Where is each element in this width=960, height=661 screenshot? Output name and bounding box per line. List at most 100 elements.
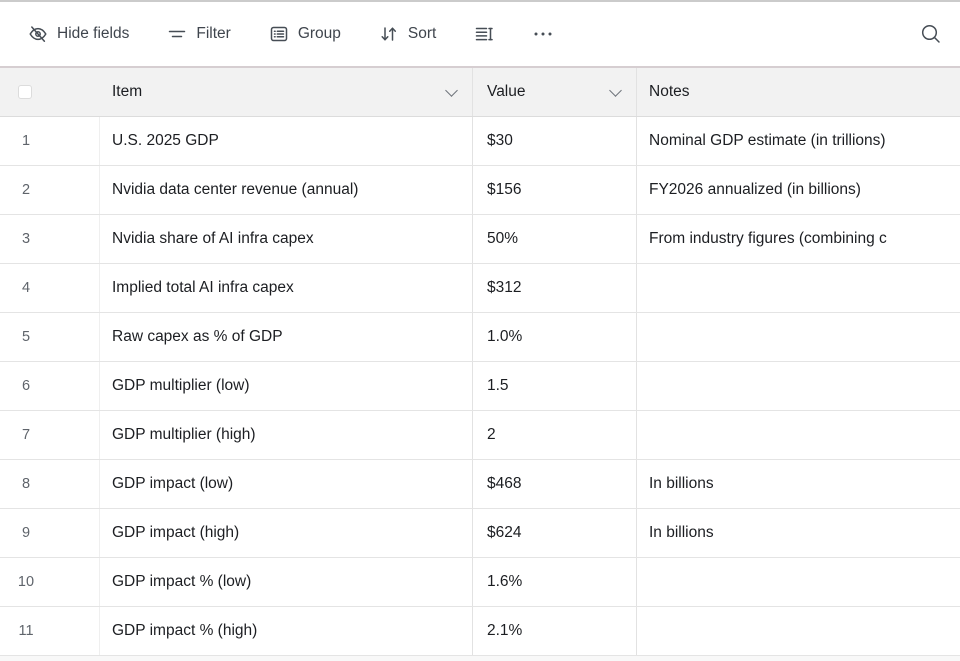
next-row-strip [0,656,960,661]
item-cell[interactable]: GDP multiplier (low) [100,362,473,410]
notes-cell[interactable] [637,558,960,606]
table-row: 11 GDP impact % (high) 2.1% [0,607,960,656]
column-header-row: Item Value Notes [0,68,960,117]
item-cell[interactable]: Implied total AI infra capex [100,264,473,312]
more-options-button[interactable] [532,24,554,44]
row-number-cell: 6 [0,362,100,410]
value-cell[interactable]: $312 [473,264,637,312]
item-cell[interactable]: GDP impact (high) [100,509,473,557]
column-header-value[interactable]: Value [473,68,637,116]
row-number-cell: 4 [0,264,100,312]
table-row: 4 Implied total AI infra capex $312 [0,264,960,313]
value-cell[interactable]: 2 [473,411,637,459]
item-value: GDP impact (low) [112,475,233,493]
group-icon [269,24,289,44]
value-value: 50% [487,230,518,248]
row-number: 7 [8,427,44,443]
column-label-value: Value [487,83,526,101]
table-row: 1 U.S. 2025 GDP $30 Nominal GDP estimate… [0,117,960,166]
row-number: 3 [8,231,44,247]
row-number-cell: 10 [0,558,100,606]
item-value: Nvidia data center revenue (annual) [112,181,358,199]
chevron-down-icon[interactable] [609,84,622,97]
row-number: 10 [8,574,44,590]
value-cell[interactable]: $30 [473,117,637,165]
row-number-cell: 1 [0,117,100,165]
chevron-down-icon[interactable] [445,84,458,97]
item-value: Raw capex as % of GDP [112,328,283,346]
value-cell[interactable]: 50% [473,215,637,263]
item-value: GDP impact % (high) [112,622,257,640]
value-cell[interactable]: $156 [473,166,637,214]
row-number-cell: 7 [0,411,100,459]
row-number-cell: 5 [0,313,100,361]
hide-fields-button[interactable]: Hide fields [28,24,129,44]
search-button[interactable] [920,23,942,45]
value-value: $30 [487,132,513,150]
row-number: 11 [8,623,44,639]
value-value: 1.5 [487,377,509,395]
table-row: 3 Nvidia share of AI infra capex 50% Fro… [0,215,960,264]
item-cell[interactable]: Nvidia data center revenue (annual) [100,166,473,214]
row-number-cell: 9 [0,509,100,557]
sort-button[interactable]: Sort [379,24,436,44]
notes-cell[interactable]: From industry figures (combining c [637,215,960,263]
item-cell[interactable]: Nvidia share of AI infra capex [100,215,473,263]
item-cell[interactable]: Raw capex as % of GDP [100,313,473,361]
notes-cell[interactable] [637,411,960,459]
item-value: Implied total AI infra capex [112,279,294,297]
sort-label: Sort [408,25,436,43]
group-button[interactable]: Group [269,24,341,44]
notes-value: FY2026 annualized (in billions) [649,181,861,199]
value-cell[interactable]: $624 [473,509,637,557]
select-all-cell [0,68,100,116]
value-value: $468 [487,475,521,493]
item-cell[interactable]: GDP multiplier (high) [100,411,473,459]
item-cell[interactable]: GDP impact % (low) [100,558,473,606]
item-cell[interactable]: GDP impact % (high) [100,607,473,655]
row-number: 5 [8,329,44,345]
value-cell[interactable]: 1.0% [473,313,637,361]
table-row: 2 Nvidia data center revenue (annual) $1… [0,166,960,215]
data-grid: Item Value Notes 1 U.S. 2025 GDP $30 Nom… [0,68,960,661]
value-cell[interactable]: 1.6% [473,558,637,606]
notes-cell[interactable]: In billions [637,509,960,557]
item-value: GDP multiplier (low) [112,377,250,395]
notes-cell[interactable] [637,264,960,312]
value-value: $156 [487,181,521,199]
table-row: 5 Raw capex as % of GDP 1.0% [0,313,960,362]
item-value: Nvidia share of AI infra capex [112,230,314,248]
row-number: 2 [8,182,44,198]
select-all-checkbox[interactable] [18,85,32,99]
row-number-cell: 3 [0,215,100,263]
notes-value: In billions [649,524,714,542]
column-header-notes[interactable]: Notes [637,68,960,116]
notes-cell[interactable]: Nominal GDP estimate (in trillions) [637,117,960,165]
filter-button[interactable]: Filter [167,24,230,44]
row-number-cell: 8 [0,460,100,508]
notes-cell[interactable] [637,607,960,655]
row-height-button[interactable] [474,24,494,44]
notes-cell[interactable]: FY2026 annualized (in billions) [637,166,960,214]
table-row: 10 GDP impact % (low) 1.6% [0,558,960,607]
item-cell[interactable]: GDP impact (low) [100,460,473,508]
group-label: Group [298,25,341,43]
notes-cell[interactable] [637,313,960,361]
view-toolbar: Hide fields Filter Group [0,0,960,68]
value-cell[interactable]: $468 [473,460,637,508]
item-value: GDP multiplier (high) [112,426,256,444]
item-value: GDP impact (high) [112,524,239,542]
row-number: 8 [8,476,44,492]
item-value: GDP impact % (low) [112,573,251,591]
column-header-item[interactable]: Item [100,68,473,116]
ellipsis-icon [532,24,554,44]
notes-cell[interactable]: In billions [637,460,960,508]
item-cell[interactable]: U.S. 2025 GDP [100,117,473,165]
eye-slash-icon [28,24,48,44]
value-cell[interactable]: 2.1% [473,607,637,655]
column-label-notes: Notes [649,83,690,101]
notes-cell[interactable] [637,362,960,410]
table-row: 8 GDP impact (low) $468 In billions [0,460,960,509]
value-cell[interactable]: 1.5 [473,362,637,410]
search-icon [920,23,942,45]
